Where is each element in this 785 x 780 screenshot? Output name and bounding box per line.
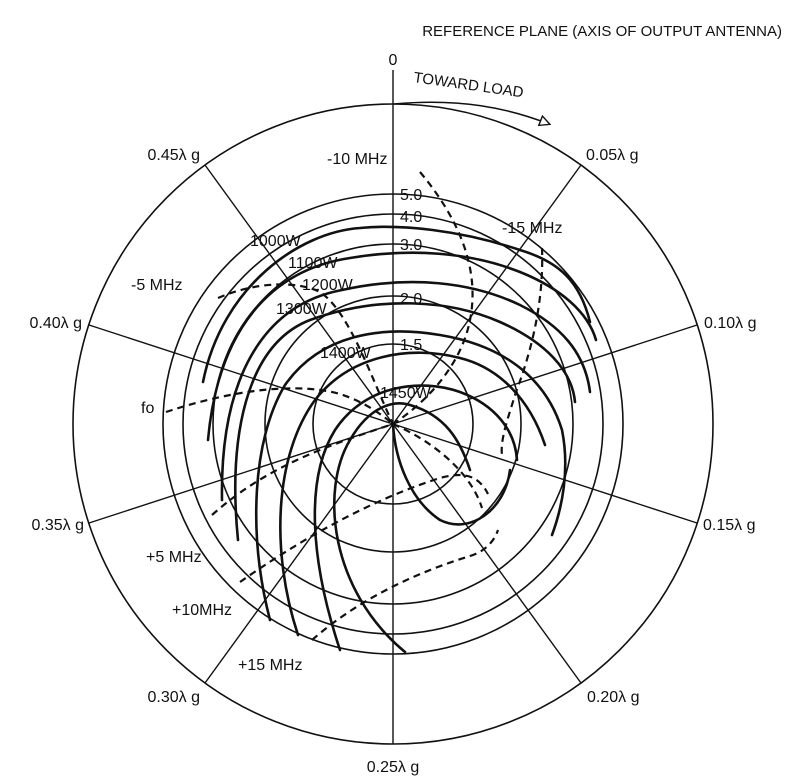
freq-label-plus10: +10MHz: [172, 602, 232, 619]
freq-contour-plus15: [311, 529, 500, 641]
frequency-contours: [165, 171, 544, 641]
freq-label-plus15: +15 MHz: [238, 657, 302, 674]
freq-label-plus5: +5 MHz: [146, 549, 202, 566]
freq-contour-minus10: [392, 171, 474, 425]
wavelength-label-0.30: 0.30λ g: [148, 689, 200, 706]
spoke-0.05: [392, 164, 582, 425]
vswr-label-4.0: 4.0: [400, 209, 422, 226]
freq-label-minus15: -15 MHz: [502, 220, 562, 237]
power-label-1400w: 1400W: [320, 345, 372, 362]
power-label-1200w: 1200W: [302, 277, 354, 294]
wavelength-label-0.35: 0.35λ g: [32, 517, 84, 534]
freq-contour-upper: [392, 422, 484, 509]
freq-contour-minus15: [500, 247, 544, 456]
spoke-0.45: [204, 164, 394, 425]
power-contour-1100w: [206, 251, 598, 442]
vswr-label-1.5: 1.5: [400, 337, 422, 354]
power-contour-1200w: [220, 280, 592, 502]
spoke-0.30: [204, 423, 394, 684]
vswr-label-3.0: 3.0: [400, 237, 422, 254]
wavelength-label-0: 0: [389, 52, 398, 69]
power-contour-1300w-b: [255, 330, 567, 622]
freq-label-minus10: -10 MHz: [327, 151, 387, 168]
spoke-0.10: [392, 324, 698, 425]
wavelength-label-0.20: 0.20λ g: [587, 689, 639, 706]
freq-label-f0: fo: [141, 400, 154, 417]
power-label-1300w: 1300W: [276, 301, 328, 318]
vswr-label-2.0: 2.0: [400, 291, 422, 308]
vswr-label-5.0: 5.0: [400, 187, 422, 204]
reference-plane-title: REFERENCE PLANE (AXIS OF OUTPUT ANTENNA): [422, 23, 782, 40]
spoke-0.20: [392, 423, 582, 684]
wavelength-label-0.10: 0.10λ g: [704, 315, 756, 332]
toward-load-arrow: [393, 101, 549, 124]
labels: REFERENCE PLANE (AXIS OF OUTPUT ANTENNA)…: [30, 23, 782, 776]
freq-contour-minus5: [217, 283, 394, 425]
wavelength-label-0.25: 0.25λ g: [367, 759, 419, 776]
power-contours: [201, 225, 598, 654]
spoke-0.15: [392, 423, 698, 524]
power-contour-1450w-a: [313, 384, 519, 652]
power-label-1000w: 1000W: [250, 233, 302, 250]
power-contour-1400w: [279, 351, 547, 637]
wavelength-label-0.05: 0.05λ g: [586, 147, 638, 164]
wavelength-label-0.45: 0.45λ g: [148, 147, 200, 164]
power-contour-1450w-b: [332, 402, 472, 654]
freq-contour-plus5: [211, 422, 394, 516]
wavelength-label-0.40: 0.40λ g: [30, 315, 82, 332]
power-label-1450w: 1450W: [380, 385, 432, 402]
power-contour-1000w: [201, 225, 592, 384]
toward-load-label: TOWARD LOAD: [412, 69, 524, 101]
power-label-1100w: 1100W: [288, 255, 338, 272]
wavelength-label-0.15: 0.15λ g: [703, 517, 755, 534]
power-contour-1300w-a: [234, 301, 577, 542]
freq-label-minus5: -5 MHz: [131, 277, 183, 294]
freq-contour-f0: [165, 387, 394, 425]
power-contour-inner: [391, 422, 512, 526]
freq-contour-plus10: [239, 474, 489, 583]
